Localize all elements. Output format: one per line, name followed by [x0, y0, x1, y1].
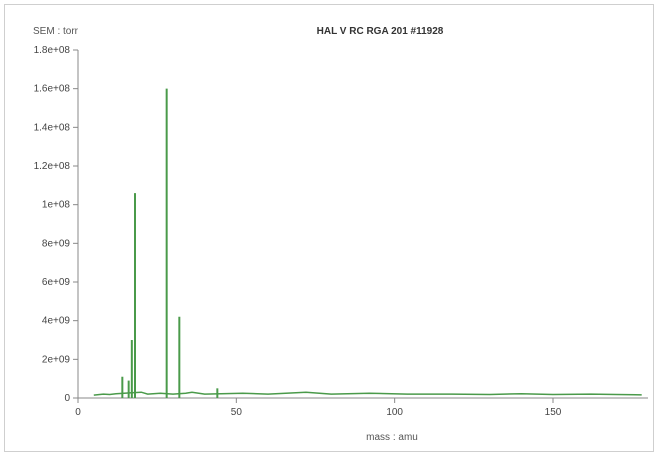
- y-tick-label: 0: [64, 393, 70, 404]
- x-tick-label: 0: [75, 407, 81, 418]
- y-tick-label: 2e+09: [42, 354, 71, 365]
- x-tick-label: 50: [231, 407, 243, 418]
- x-axis-ticks: 0 50 100 150: [75, 398, 562, 418]
- x-axis-label: mass : amu: [366, 432, 418, 443]
- y-tick-label: 8e+09: [42, 238, 71, 249]
- y-tick-label: 6e+09: [42, 277, 71, 288]
- y-tick-label: 1.2e+08: [34, 161, 71, 172]
- y-tick-label: 1.8e+08: [34, 45, 71, 56]
- y-axis-unit-label: SEM : torr: [33, 26, 79, 37]
- y-tick-label: 1e+08: [42, 200, 71, 211]
- chart-frame: [4, 4, 654, 452]
- x-tick-label: 100: [386, 407, 403, 418]
- y-tick-label: 4e+09: [42, 316, 71, 327]
- baseline-noise-trace: [93, 391, 642, 396]
- x-tick-label: 150: [545, 407, 562, 418]
- y-tick-label: 1.4e+08: [34, 122, 71, 133]
- y-axis-ticks: 0 2e+09 4e+09 6e+09 8e+09 1e+08 1.2e+08 1.4e+08…: [34, 45, 78, 404]
- peak-series: [121, 88, 219, 398]
- chart-title: HAL V RC RGA 201 #11928: [317, 26, 444, 37]
- y-tick-label: 1.6e+08: [34, 84, 71, 95]
